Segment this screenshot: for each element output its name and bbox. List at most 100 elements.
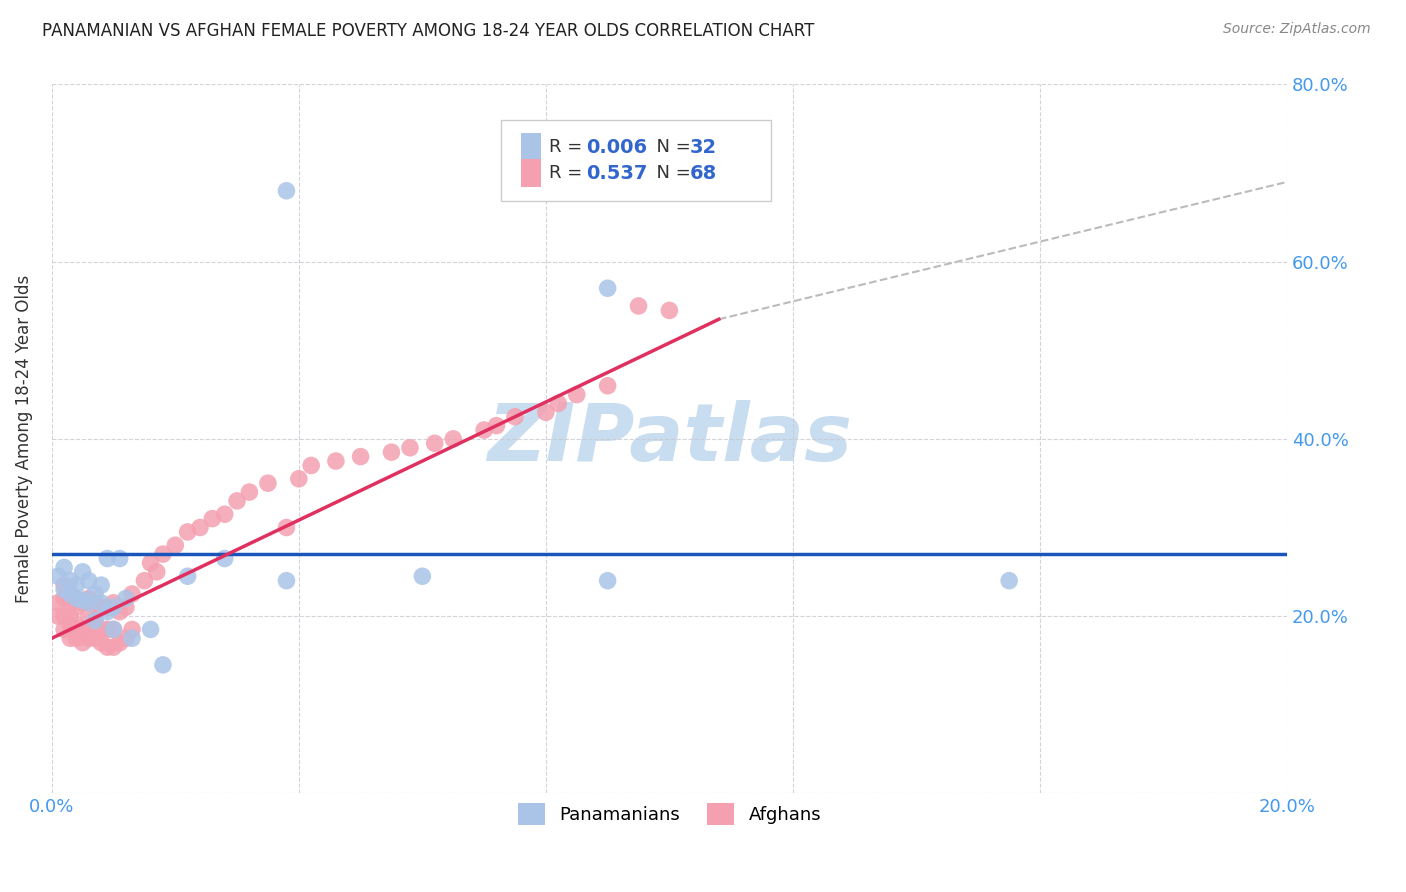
Text: Source: ZipAtlas.com: Source: ZipAtlas.com	[1223, 22, 1371, 37]
Point	[596, 378, 619, 392]
Point	[96, 623, 118, 637]
Point	[84, 614, 107, 628]
Point	[565, 387, 588, 401]
Point	[72, 565, 94, 579]
Point	[152, 547, 174, 561]
Point	[96, 551, 118, 566]
Point	[349, 450, 371, 464]
Point	[658, 303, 681, 318]
Point	[176, 524, 198, 539]
Point	[121, 587, 143, 601]
Point	[59, 574, 82, 588]
Point	[238, 485, 260, 500]
Point	[90, 600, 112, 615]
Point	[534, 405, 557, 419]
Point	[72, 593, 94, 607]
Point	[65, 618, 87, 632]
Point	[103, 640, 125, 654]
Point	[103, 596, 125, 610]
Point	[103, 623, 125, 637]
Point	[59, 632, 82, 646]
Text: N =: N =	[645, 164, 696, 182]
Point	[441, 432, 464, 446]
Point	[596, 281, 619, 295]
Point	[65, 578, 87, 592]
Point	[103, 600, 125, 615]
Point	[399, 441, 422, 455]
Point	[53, 582, 76, 597]
Point	[214, 507, 236, 521]
Point	[998, 574, 1021, 588]
Text: N =: N =	[645, 138, 696, 156]
Point	[121, 623, 143, 637]
Point	[152, 657, 174, 672]
Text: R =: R =	[550, 164, 589, 182]
Point	[84, 614, 107, 628]
Point	[53, 591, 76, 606]
Point	[77, 574, 100, 588]
Point	[188, 520, 211, 534]
Point	[276, 574, 298, 588]
Point	[46, 596, 69, 610]
Point	[485, 418, 508, 433]
Point	[84, 596, 107, 610]
Point	[77, 596, 100, 610]
Point	[145, 565, 167, 579]
Text: R =: R =	[550, 138, 589, 156]
Point	[627, 299, 650, 313]
Point	[96, 605, 118, 619]
Point	[59, 609, 82, 624]
Point	[53, 578, 76, 592]
Point	[53, 623, 76, 637]
Point	[276, 520, 298, 534]
Point	[134, 574, 156, 588]
Point	[72, 623, 94, 637]
Point	[165, 538, 187, 552]
Point	[53, 609, 76, 624]
Text: PANAMANIAN VS AFGHAN FEMALE POVERTY AMONG 18-24 YEAR OLDS CORRELATION CHART: PANAMANIAN VS AFGHAN FEMALE POVERTY AMON…	[42, 22, 814, 40]
Point	[77, 632, 100, 646]
Point	[72, 596, 94, 610]
Point	[325, 454, 347, 468]
Point	[503, 409, 526, 424]
Point	[115, 591, 138, 606]
Point	[65, 591, 87, 606]
Point	[65, 600, 87, 615]
Point	[90, 636, 112, 650]
Point	[139, 623, 162, 637]
Point	[547, 396, 569, 410]
Point	[276, 184, 298, 198]
Point	[115, 600, 138, 615]
Text: 0.006: 0.006	[586, 138, 647, 157]
Point	[96, 640, 118, 654]
Point	[46, 609, 69, 624]
Point	[472, 423, 495, 437]
Point	[90, 578, 112, 592]
Point	[288, 472, 311, 486]
Point	[77, 623, 100, 637]
Point	[257, 476, 280, 491]
Point	[103, 623, 125, 637]
Point	[214, 551, 236, 566]
Point	[84, 632, 107, 646]
Point	[59, 618, 82, 632]
Point	[90, 623, 112, 637]
Point	[108, 636, 131, 650]
Point	[380, 445, 402, 459]
Point	[411, 569, 433, 583]
Point	[299, 458, 322, 473]
Text: 32: 32	[690, 138, 717, 157]
Point	[72, 636, 94, 650]
Text: 68: 68	[690, 163, 717, 183]
Point	[201, 511, 224, 525]
Point	[77, 609, 100, 624]
Point	[121, 632, 143, 646]
Point	[96, 600, 118, 615]
Text: ZIPatlas: ZIPatlas	[486, 400, 852, 478]
Point	[59, 587, 82, 601]
Point	[176, 569, 198, 583]
Point	[108, 551, 131, 566]
Point	[90, 596, 112, 610]
Point	[139, 556, 162, 570]
Point	[59, 596, 82, 610]
